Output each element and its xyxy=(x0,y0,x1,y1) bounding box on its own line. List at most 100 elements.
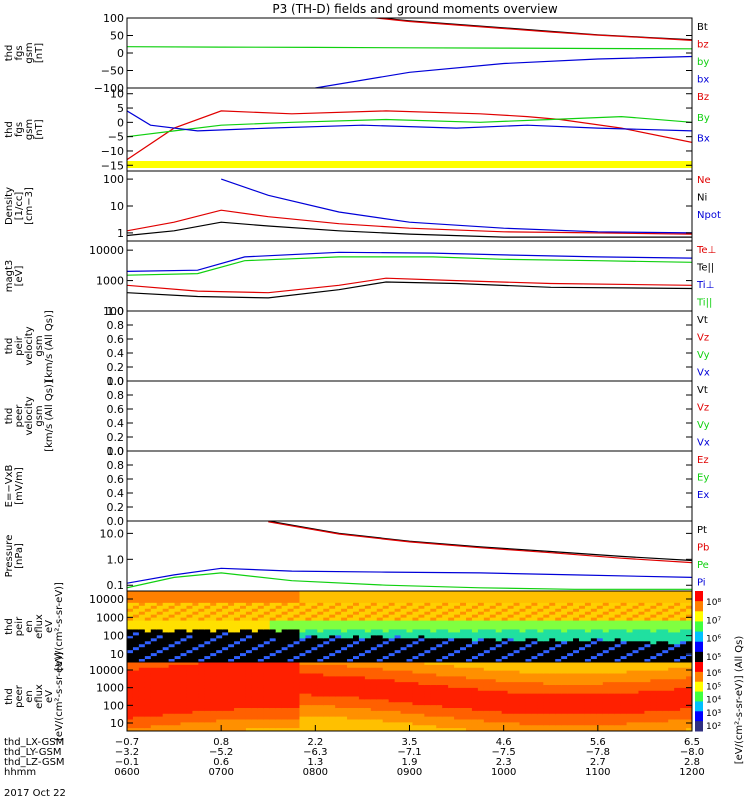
spectrogram-cell xyxy=(543,659,550,662)
spectrogram-cell xyxy=(442,702,449,706)
spectrogram-cell xyxy=(680,644,687,648)
spectrogram-cell xyxy=(662,725,669,729)
spectrogram-cell xyxy=(406,676,414,680)
spectrogram-cell xyxy=(281,617,289,622)
y-axis-label: thd peer en eflux eV [eV/(cm²-s-sr-eV)] xyxy=(4,652,65,741)
spectrogram-cell xyxy=(674,638,681,642)
spectrogram-cell xyxy=(275,629,283,634)
spectrogram-cell xyxy=(168,626,176,631)
spectrogram-cell xyxy=(382,705,390,709)
spectrogram-cell xyxy=(454,611,461,616)
spectrogram-cell xyxy=(341,708,348,712)
spectrogram-cell xyxy=(662,664,669,669)
spectrogram-cell xyxy=(382,650,390,654)
spectrogram-cell xyxy=(454,626,461,631)
spectrogram-cell xyxy=(442,608,449,613)
spectrogram-cell xyxy=(614,722,622,726)
spectrogram-cell xyxy=(614,602,622,607)
spectrogram-cell xyxy=(674,705,681,709)
spectrogram-cell xyxy=(263,722,271,726)
spectrogram-cell xyxy=(299,647,307,651)
spectrogram-cell xyxy=(424,638,431,642)
spectrogram-cell xyxy=(204,617,211,622)
spectrogram-cell xyxy=(341,641,348,645)
legend-entry: Vz xyxy=(697,333,709,344)
spectrogram-cell xyxy=(370,722,378,726)
spectrogram-cell xyxy=(257,716,265,721)
spectrogram-cell xyxy=(228,620,235,625)
spectrogram-cell xyxy=(341,659,348,662)
spectrogram-cell xyxy=(370,614,378,619)
spectrogram-cell xyxy=(364,641,372,645)
spectrogram-cell xyxy=(186,620,194,625)
spectrogram-cell xyxy=(436,722,443,726)
spectrogram-cell xyxy=(466,710,473,715)
spectrogram-cell xyxy=(614,593,622,598)
spectrogram-cell xyxy=(311,699,318,703)
spectrogram-cell xyxy=(418,650,425,654)
spectrogram-cell xyxy=(311,670,318,675)
spectrogram-cell xyxy=(311,702,318,706)
spectrogram-cell xyxy=(668,670,675,675)
spectrogram-cell xyxy=(210,716,217,721)
spectrogram-cell xyxy=(168,635,176,639)
spectrogram-cell xyxy=(614,728,622,731)
spectrogram-cell xyxy=(281,659,289,662)
spectrogram-cell xyxy=(150,722,158,726)
spectrogram-cell xyxy=(138,690,146,695)
y-axis-label-line: gsm xyxy=(24,119,35,140)
spectrogram-cell xyxy=(263,682,271,686)
spectrogram-cell xyxy=(632,623,640,628)
spectrogram-cell xyxy=(507,614,515,619)
series-line-Ti⊥ xyxy=(127,251,692,272)
spectrogram-cell xyxy=(204,719,211,723)
spectrogram-cell xyxy=(347,716,354,721)
spectrogram-cell xyxy=(245,644,253,648)
spectrogram-cell xyxy=(466,667,473,672)
spectrogram-cell xyxy=(150,620,158,625)
colorbar-segment xyxy=(695,681,703,693)
spectrogram-cell xyxy=(156,667,164,672)
spectrogram-cell xyxy=(192,722,199,726)
spectrogram-cell xyxy=(555,690,562,695)
spectrogram-cell xyxy=(269,635,277,639)
spectrogram-cell xyxy=(138,653,146,657)
spectrogram-cell xyxy=(198,705,205,709)
spectrogram-cell xyxy=(626,664,634,669)
spectrogram-cell xyxy=(448,687,455,692)
spectrogram-cell xyxy=(436,728,443,731)
spectrogram-cell xyxy=(138,635,146,639)
spectrogram-cell xyxy=(198,608,205,613)
spectrogram-cell xyxy=(477,667,485,672)
spectrogram-cell xyxy=(680,659,687,662)
spectrogram-cell xyxy=(650,687,657,692)
spectrogram-cell xyxy=(495,696,503,700)
spectrogram-cell xyxy=(656,626,663,631)
spectrogram-cell xyxy=(531,687,538,692)
spectrogram-cell xyxy=(347,608,354,613)
spectrogram-cell xyxy=(269,702,277,706)
spectrogram-cell xyxy=(513,644,521,648)
spectrogram-cell xyxy=(579,699,586,703)
spectrogram-cell xyxy=(180,647,188,651)
spectrogram-cell xyxy=(216,719,223,723)
spectrogram-cell xyxy=(168,696,176,700)
spectrogram-cell xyxy=(162,679,170,683)
series-line-Ne xyxy=(127,209,692,235)
spectrogram-cell xyxy=(400,638,408,642)
spectrogram-cell xyxy=(358,608,366,613)
spectrogram-cell xyxy=(656,653,663,657)
spectrogram-cell xyxy=(555,617,562,622)
spectrogram-cell xyxy=(430,638,437,642)
spectrogram-cell xyxy=(590,596,598,601)
spectrogram-cell xyxy=(335,644,342,648)
spectrogram-cell xyxy=(418,644,425,648)
spectrogram-cell xyxy=(388,676,396,680)
spectrogram-cell xyxy=(341,725,348,729)
spectrogram-cell xyxy=(543,656,550,660)
spectrogram-cell xyxy=(567,641,574,645)
spectrogram-cell xyxy=(638,617,646,622)
spectrogram-cell xyxy=(216,682,223,686)
spectrogram-cell xyxy=(519,708,527,712)
spectrogram-cell xyxy=(317,629,324,634)
